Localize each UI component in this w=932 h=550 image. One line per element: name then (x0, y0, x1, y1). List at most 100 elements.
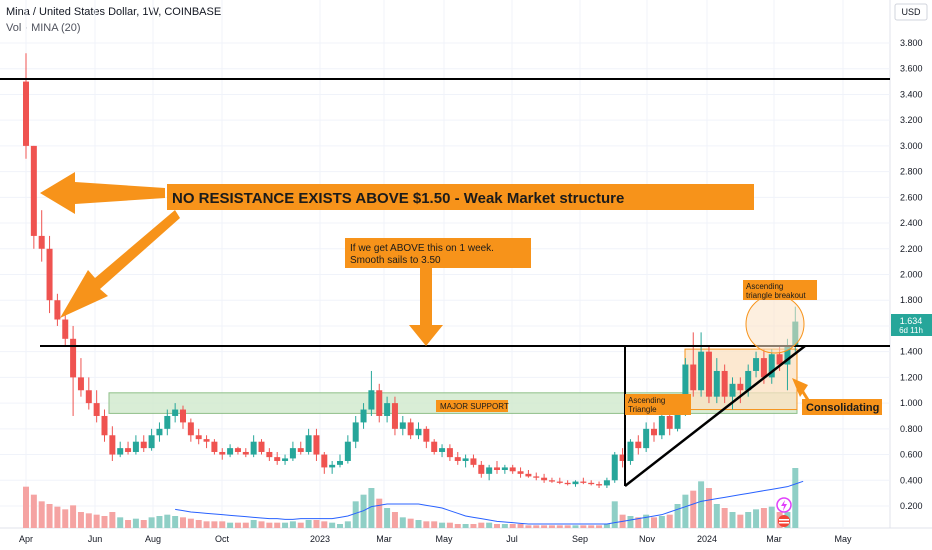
volume-bar (643, 514, 650, 528)
volume-bar (494, 524, 500, 528)
breakout-circle[interactable] (745, 294, 805, 354)
volume-bar (486, 522, 493, 528)
candle-body (698, 351, 705, 391)
price-tick-label: 2.200 (900, 244, 923, 254)
candle-body (234, 448, 241, 452)
volume-bar (666, 514, 673, 528)
ascending-trendline[interactable] (624, 345, 806, 487)
volume-bar (509, 524, 516, 528)
candle-body (219, 451, 226, 455)
time-tick-label: May (435, 534, 453, 544)
time-axis[interactable]: Apr Jun Aug Oct 2023 Mar May Jul Sep Nov 2024 Mar Ma… (19, 0, 852, 544)
volume-bar (556, 525, 563, 528)
price-tick-label: 3.200 (900, 115, 923, 125)
candle-body (38, 235, 45, 249)
candle-body (46, 248, 53, 301)
candle-body (721, 370, 728, 397)
time-tick-label: Mar (766, 534, 782, 544)
breakout-label-box (743, 280, 817, 300)
candle-body (140, 441, 147, 449)
arrow-left-icon (40, 172, 165, 214)
candle-body (101, 415, 108, 436)
candle-body (109, 435, 116, 455)
resistance-note-text: NO RESISTANCE EXISTS ABOVE $1.50 - Weak … (172, 190, 624, 207)
volume-bar (423, 521, 430, 528)
time-tick-label: Aug (145, 534, 161, 544)
candle-body (643, 428, 650, 449)
candle-body (548, 480, 555, 482)
candle-body (533, 476, 540, 478)
time-tick-label: Nov (639, 534, 656, 544)
volume-bar (674, 504, 681, 528)
volume-bar (753, 509, 760, 528)
volume-bar (384, 508, 391, 528)
volume-bar (211, 521, 218, 528)
time-tick-label: 2024 (697, 534, 717, 544)
volume-bar (219, 521, 226, 528)
candle-body (132, 441, 139, 452)
volume-bar (603, 524, 610, 528)
candle-body (423, 428, 430, 442)
volume-bar (164, 514, 171, 528)
target-note-box[interactable] (345, 238, 531, 268)
volume-bar (274, 522, 281, 528)
flag-icon[interactable] (778, 515, 790, 527)
ascending-triangle-label-box (625, 394, 691, 415)
candle-body (180, 409, 186, 423)
price-tick-label: 3.800 (900, 38, 923, 48)
time-tick-label: Sep (572, 534, 588, 544)
candle-body (588, 482, 595, 485)
ascending-triangle-label-1: Ascending (628, 396, 665, 405)
candle-body (368, 390, 375, 410)
volume-indicator-label[interactable]: Vol · MINA (20) (6, 22, 81, 34)
candle-body (384, 403, 391, 416)
volume-bar (721, 508, 728, 528)
candle-body (596, 484, 603, 486)
volume-bar (203, 521, 210, 528)
volume-bar (517, 524, 524, 528)
candle-body (737, 383, 744, 391)
candle-body (635, 441, 642, 449)
volume-bar (109, 512, 116, 528)
volume-bar (282, 522, 289, 528)
candle-body (172, 409, 179, 416)
candle-body (729, 383, 736, 397)
volume-bar (580, 525, 587, 528)
resistance-note-box[interactable] (167, 184, 754, 210)
volume-bar (23, 486, 29, 528)
candle-body (446, 448, 453, 458)
price-tick-label: 0.800 (900, 424, 923, 434)
price-axis[interactable]: 0.2000.4000.6000.8001.0001.2001.4001.600… (0, 38, 923, 511)
price-tick-label: 0.400 (900, 475, 923, 485)
volume-bar (156, 516, 163, 528)
volume-bars (23, 468, 799, 528)
price-tick-label: 1.400 (900, 347, 923, 357)
candle-body (705, 351, 712, 397)
price-tick-label: 1.000 (900, 398, 923, 408)
candle-body (651, 428, 657, 436)
volume-bar (745, 512, 752, 528)
candle-body (525, 473, 532, 477)
candle-body (203, 439, 210, 442)
volume-bar (501, 524, 508, 528)
candle-body (768, 354, 775, 378)
candle-body (564, 482, 571, 485)
volume-bar (792, 468, 799, 528)
volume-bar (85, 513, 92, 528)
currency-button[interactable] (894, 3, 928, 21)
volume-bar (391, 512, 398, 528)
candle-body (439, 448, 446, 452)
volume-bar (234, 522, 241, 528)
last-price-value: 1.634 (900, 316, 923, 326)
candle-body (572, 481, 579, 485)
volume-bar (227, 522, 234, 528)
candle-body (627, 441, 634, 461)
volume-bar (329, 522, 336, 528)
candle-body (674, 409, 681, 429)
arrow-down-icon (409, 268, 443, 346)
candle-body (305, 435, 312, 452)
candle-body (603, 480, 610, 486)
candle-body (282, 458, 289, 461)
candle-body (30, 145, 37, 236)
